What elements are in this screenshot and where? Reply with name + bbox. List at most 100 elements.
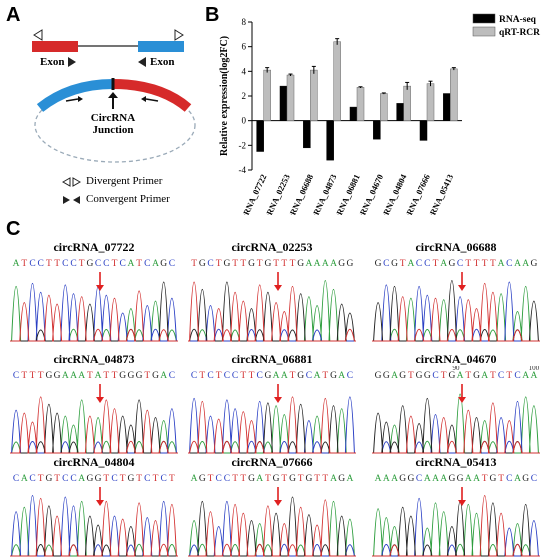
base-call: G: [248, 474, 255, 484]
trace-title: circRNA_04804: [53, 455, 135, 469]
base-call: G: [152, 371, 159, 381]
base-call: G: [330, 371, 337, 381]
trace-title: circRNA_05413: [415, 455, 497, 469]
base-call: G: [530, 259, 537, 269]
base-call: T: [290, 371, 296, 381]
base-call: A: [514, 259, 521, 269]
bar-rnaseq: [443, 93, 451, 121]
base-call: T: [103, 371, 109, 381]
base-call: G: [305, 474, 312, 484]
base-call: G: [119, 371, 126, 381]
base-call: A: [95, 371, 102, 381]
bar-qrt: [450, 68, 458, 121]
junction-arrow-head: [458, 397, 466, 403]
trace-T: [372, 402, 540, 454]
trace-title: circRNA_04873: [53, 352, 135, 366]
y-tick-label: 4: [242, 66, 247, 76]
bar-qrt: [333, 41, 341, 121]
bar-qrt: [380, 93, 388, 121]
base-call: C: [169, 371, 175, 381]
base-call: G: [86, 259, 93, 269]
base-call: T: [265, 474, 271, 484]
base-call: A: [305, 259, 312, 269]
y-axis-label: Relative expression(log2FC): [219, 36, 230, 156]
base-call: C: [38, 259, 44, 269]
base-call: C: [224, 474, 230, 484]
y-tick-label: 6: [242, 42, 247, 52]
base-call: T: [136, 259, 142, 269]
base-call: G: [375, 259, 382, 269]
base-call: G: [448, 371, 455, 381]
base-call: T: [136, 474, 142, 484]
circrna-schematic: [32, 29, 196, 204]
base-call: T: [112, 371, 118, 381]
y-tick-label: -4: [239, 165, 247, 175]
y-tick-label: 0: [242, 116, 247, 126]
bar-rnaseq: [373, 120, 381, 140]
base-call: C: [457, 259, 463, 269]
trace-title: circRNA_07722: [53, 240, 135, 254]
legend-divergent-left-icon: [61, 177, 71, 187]
chromatogram: G G A G T G G C T G A T G A T C T C A A90 100: [372, 366, 540, 454]
base-call: A: [346, 474, 353, 484]
base-call: C: [514, 371, 520, 381]
base-call: G: [199, 474, 206, 484]
base-call: G: [407, 474, 414, 484]
position-marker: 100: [529, 366, 540, 372]
junction-label-line2: Junction: [92, 124, 134, 136]
circ-blue-arc: [36, 79, 114, 112]
base-call: T: [232, 474, 238, 484]
base-call: C: [531, 474, 537, 484]
trace-title: circRNA_02253: [231, 240, 313, 254]
base-call: A: [440, 259, 447, 269]
trace-G: [372, 280, 540, 342]
base-call: T: [400, 259, 406, 269]
base-call: G: [95, 474, 102, 484]
junction-arrow-head: [458, 500, 466, 506]
base-call: T: [144, 371, 150, 381]
base-call: T: [21, 259, 27, 269]
base-call: G: [45, 371, 52, 381]
base-call: G: [457, 474, 464, 484]
base-call: T: [216, 259, 222, 269]
base-call: C: [506, 474, 512, 484]
base-call: A: [330, 259, 337, 269]
junction-arrow-head: [274, 397, 282, 403]
base-call: G: [45, 474, 52, 484]
base-call: A: [391, 371, 398, 381]
base-call: A: [338, 371, 345, 381]
base-call: C: [216, 474, 222, 484]
base-call: T: [54, 474, 60, 484]
base-call: G: [223, 259, 230, 269]
base-call: T: [153, 474, 159, 484]
base-call: C: [306, 371, 312, 381]
base-call: T: [322, 474, 328, 484]
junction-arrow-head: [96, 285, 104, 291]
base-call: T: [30, 371, 36, 381]
base-call: T: [281, 259, 287, 269]
base-call: T: [103, 474, 109, 484]
base-call: G: [297, 259, 304, 269]
base-call: T: [79, 259, 85, 269]
base-call: C: [224, 371, 230, 381]
base-call: A: [62, 371, 69, 381]
base-call: T: [257, 259, 263, 269]
base-call: A: [481, 371, 488, 381]
base-call: A: [473, 474, 480, 484]
base-call: C: [416, 259, 422, 269]
base-call: A: [465, 474, 472, 484]
circle-primer-arrow-2-icon: [145, 98, 159, 102]
base-call: C: [29, 474, 35, 484]
base-call: T: [232, 259, 238, 269]
divergent-primer-left-icon: [33, 29, 43, 41]
exon-right-label: Exon: [150, 56, 175, 68]
base-call: T: [474, 259, 480, 269]
base-call: A: [160, 371, 167, 381]
base-call: T: [322, 371, 328, 381]
trace-title: circRNA_04670: [415, 352, 497, 366]
base-call: A: [152, 259, 159, 269]
base-call: C: [207, 259, 213, 269]
base-call: C: [62, 474, 68, 484]
